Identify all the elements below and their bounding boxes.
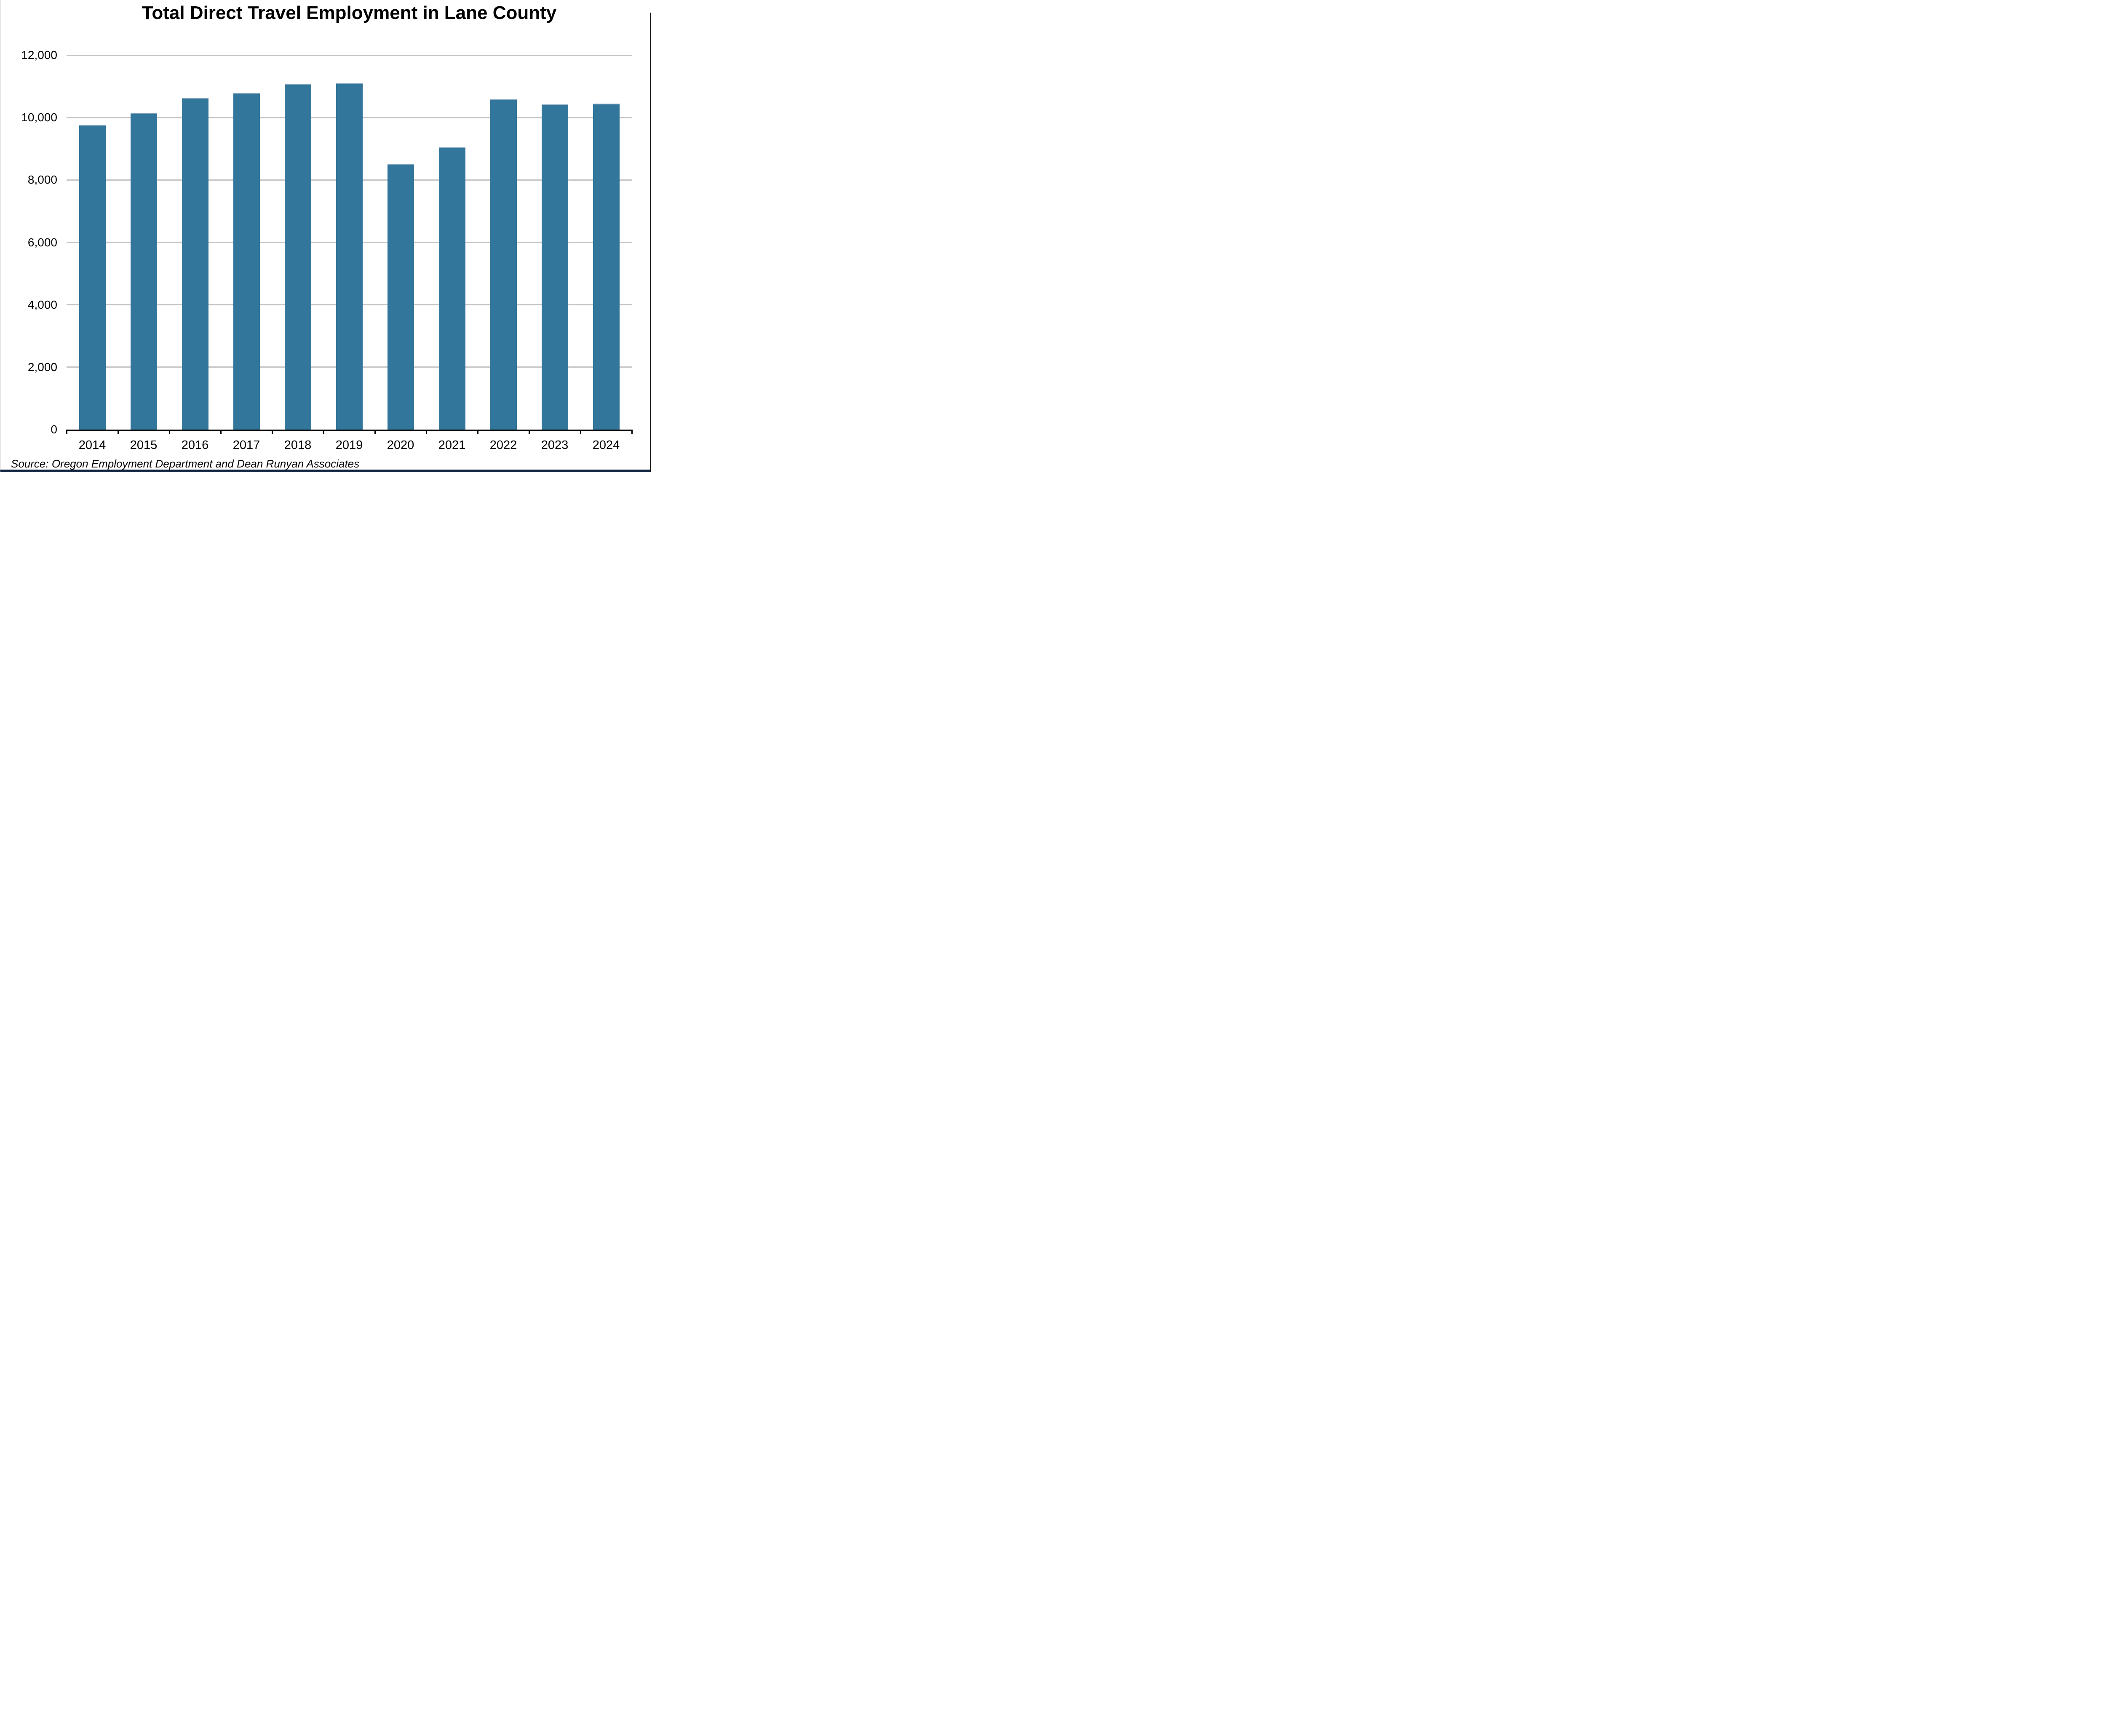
bottom-border-line [0,470,651,472]
x-tick-5 [323,430,324,434]
bar-2015 [130,113,157,430]
y-tick-label-8000: 8,000 [27,173,57,187]
y-tick-label-12000: 12,000 [21,48,57,61]
x-label-2023: 2023 [541,438,569,452]
bar-2020 [387,163,414,430]
y-tick-label-2000: 2,000 [27,360,57,374]
bar-2018 [284,84,311,430]
plot-area: 0 2,000 4,000 6,000 8,000 10,000 12,000 2014 201… [0,0,651,472]
x-label-2017: 2017 [233,438,260,452]
x-label-2019: 2019 [335,438,363,452]
source-note: Source: Oregon Employment Department and… [11,457,360,470]
y-tick-label-4000: 4,000 [27,298,57,311]
x-tick-9 [528,430,530,434]
bar-2016 [182,98,208,430]
x-label-2016: 2016 [181,438,209,452]
x-label-2020: 2020 [387,438,414,452]
x-label-2018: 2018 [284,438,312,452]
x-label-2021: 2021 [438,438,466,452]
bar-2014 [79,125,106,430]
x-tick-1 [117,430,119,434]
x-label-2014: 2014 [78,438,106,452]
bar-2022 [490,99,517,430]
x-label-2024: 2024 [592,438,620,452]
x-tick-3 [220,430,222,434]
bar-2017 [233,93,260,430]
gridline-12000 [67,54,632,56]
x-tick-4 [271,430,273,434]
chart-page: Total Direct Travel Employment in Lane C… [0,0,651,472]
x-tick-6 [374,430,376,434]
bar-2021 [438,147,465,430]
x-tick-7 [425,430,427,434]
x-axis-line [67,430,632,431]
x-label-2022: 2022 [489,438,517,452]
x-tick-8 [477,430,478,434]
x-tick-2 [168,430,170,434]
right-border-line [650,13,651,472]
bar-2024 [593,103,620,430]
bar-2023 [541,104,568,430]
y-tick-label-0: 0 [51,423,57,436]
bar-2019 [336,83,363,430]
x-tick-11 [631,430,633,434]
x-tick-10 [580,430,581,434]
x-label-2015: 2015 [130,438,158,452]
y-tick-label-10000: 10,000 [21,111,57,124]
chart-title: Total Direct Travel Employment in Lane C… [142,3,557,23]
x-tick-0 [66,430,67,434]
y-tick-label-6000: 6,000 [27,235,57,249]
